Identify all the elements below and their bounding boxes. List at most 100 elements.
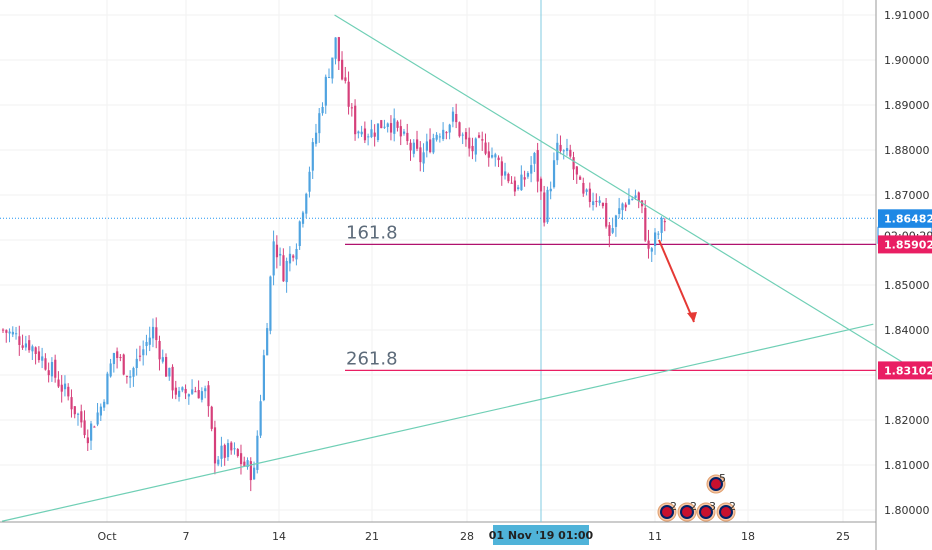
candle-body	[533, 153, 536, 164]
candle-body	[259, 401, 262, 436]
candle-body	[471, 145, 474, 152]
candle-body	[230, 442, 233, 451]
candle-body	[445, 132, 448, 134]
candle-body	[155, 327, 158, 341]
candle-body	[256, 435, 259, 470]
candle-body	[109, 363, 112, 377]
candle-body	[549, 188, 552, 192]
fib-price-box	[878, 235, 932, 254]
candle-body	[575, 166, 578, 175]
candle-body	[67, 386, 70, 397]
candle-body	[608, 225, 611, 236]
y-tick-label: 1.90000	[884, 54, 930, 67]
candle-body	[579, 176, 582, 180]
candle-body	[592, 201, 595, 206]
uk-flag-icon	[709, 477, 723, 491]
candle-body	[487, 151, 490, 158]
candle-body	[76, 413, 80, 415]
candle-body	[239, 453, 243, 465]
candle-body	[34, 347, 37, 355]
forecast-arrow-head	[687, 312, 697, 322]
candle-body	[429, 139, 432, 153]
y-tick-label: 1.85000	[884, 279, 930, 292]
candle-body	[416, 139, 419, 149]
candle-body	[451, 111, 455, 122]
candle-body	[5, 330, 8, 333]
candle-body	[184, 388, 187, 394]
candle-body	[621, 203, 624, 211]
candle-body	[288, 253, 292, 264]
x-tick-label: 28	[460, 530, 474, 543]
candle-body	[194, 391, 197, 393]
candle-body	[57, 379, 60, 387]
candle-body	[654, 232, 657, 246]
candle-body	[376, 123, 380, 141]
candle-body	[119, 357, 122, 359]
candle-body	[15, 333, 18, 335]
candle-body	[44, 358, 47, 370]
current-price-label: 1.86482	[884, 212, 932, 225]
candle-body	[311, 142, 314, 171]
candle-body	[96, 412, 99, 425]
candle-body	[171, 366, 174, 391]
candle-body	[614, 215, 618, 227]
candle-body	[217, 459, 220, 465]
candle-body	[657, 233, 660, 235]
candle-body	[86, 437, 89, 444]
candle-body	[318, 113, 321, 134]
uk-flag-icon	[660, 505, 674, 519]
candle-body	[464, 132, 468, 140]
crosshair-time-box	[493, 525, 589, 545]
candle-body	[383, 126, 386, 128]
candle-body	[223, 445, 226, 458]
candle-body	[569, 149, 572, 157]
candle-body	[298, 221, 301, 246]
candle-body	[601, 202, 605, 207]
candle-body	[572, 157, 575, 170]
candle-body	[409, 142, 412, 151]
y-tick-label: 1.87000	[884, 189, 930, 202]
trendline-ascending-support	[1, 323, 874, 522]
candle-body	[116, 351, 119, 358]
candle-body	[663, 221, 666, 223]
candle-body	[402, 131, 406, 134]
candle-body	[491, 155, 494, 158]
trendline-descending-resistance	[334, 14, 913, 369]
candle-body	[565, 148, 569, 152]
y-tick-label: 1.80000	[884, 504, 930, 517]
candle-body	[262, 355, 265, 401]
candle-body	[543, 192, 546, 223]
candle-body	[226, 443, 230, 458]
candle-body	[197, 390, 200, 399]
candle-body	[275, 244, 279, 258]
y-tick-label: 1.81000	[884, 459, 930, 472]
candle-body	[389, 123, 393, 133]
candle-body	[595, 200, 598, 202]
event-count-label: 2	[729, 500, 736, 513]
candle-body	[292, 255, 295, 258]
candle-body	[399, 126, 402, 137]
candle-body	[432, 138, 435, 153]
candle-body	[246, 460, 249, 468]
y-tick-label: 1.89000	[884, 99, 930, 112]
candle-body	[354, 105, 357, 135]
candle-body	[135, 358, 138, 369]
candle-body	[321, 106, 324, 114]
candle-body	[367, 136, 370, 138]
candle-body	[285, 260, 288, 283]
candle-body	[191, 389, 194, 394]
candle-body	[324, 76, 327, 106]
candle-body	[272, 241, 275, 276]
candle-body	[611, 228, 614, 233]
candle-body	[80, 411, 83, 423]
x-tick-label: 14	[272, 530, 286, 543]
candle-body	[422, 152, 425, 164]
candle-body	[631, 198, 634, 200]
candle-body	[90, 423, 93, 441]
candle-body	[644, 207, 647, 241]
candle-body	[41, 356, 44, 361]
event-count-label: 2	[670, 500, 677, 513]
candle-body	[165, 356, 168, 377]
